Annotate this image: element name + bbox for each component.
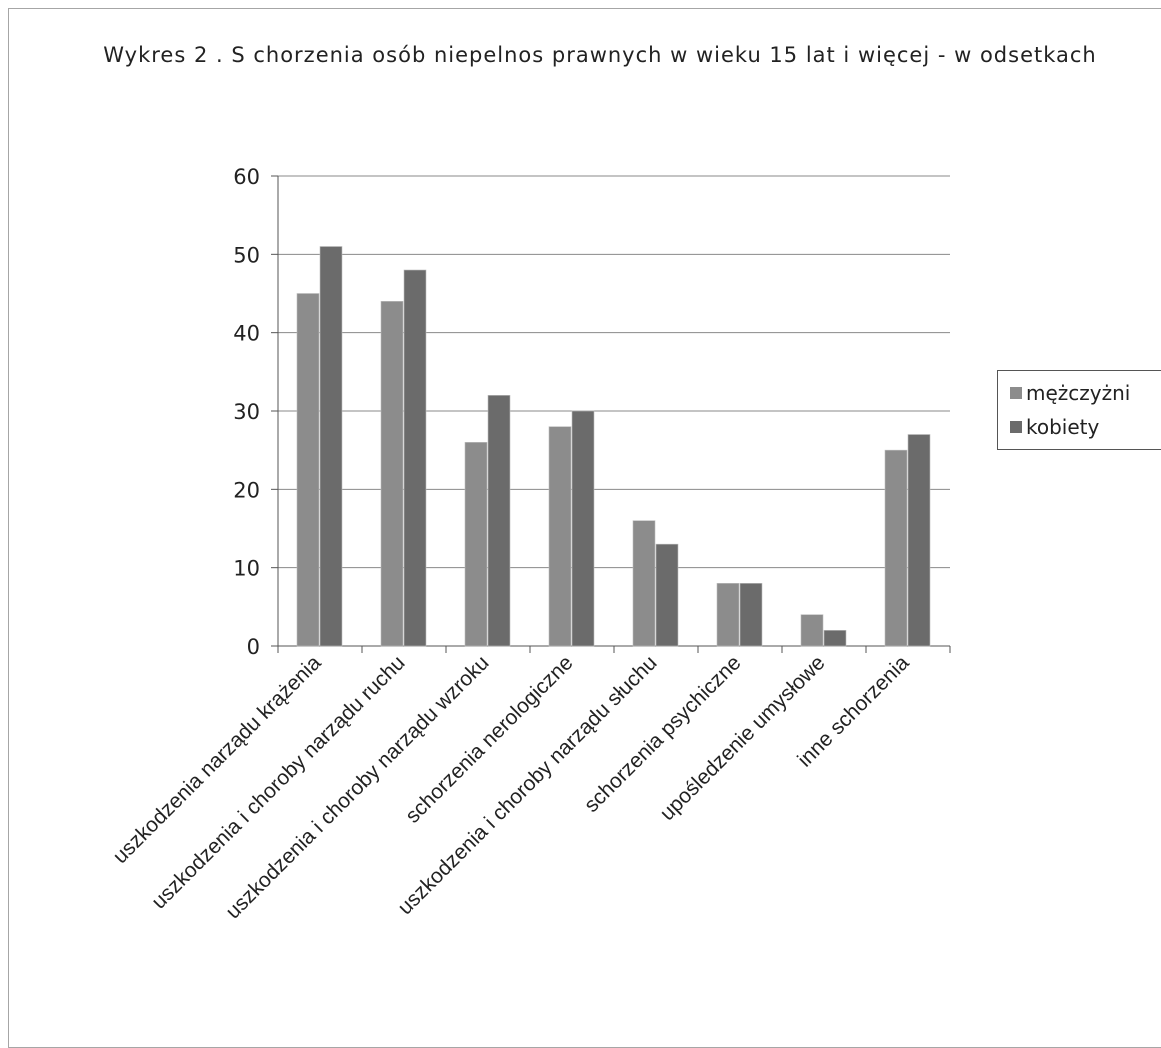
legend: mężczyżni kobiety [997, 370, 1161, 450]
y-tick-label: 60 [233, 165, 260, 189]
bar-women [907, 434, 931, 647]
legend-item-men: mężczyżni [1010, 381, 1130, 405]
y-tick-label: 50 [233, 243, 260, 267]
bar-men [296, 293, 320, 647]
x-category-label: schorzenia nerologiczne [401, 651, 577, 827]
legend-label-women: kobiety [1026, 415, 1100, 439]
bar-women [403, 269, 427, 647]
y-tick-label: 0 [247, 635, 260, 659]
bar-women [655, 543, 679, 647]
y-tick-label: 40 [233, 322, 260, 346]
bar-women [739, 583, 763, 647]
bar-men [632, 520, 656, 647]
bar-women [823, 630, 847, 647]
y-tick-label: 20 [233, 478, 260, 502]
bar-women [571, 410, 595, 647]
legend-item-women: kobiety [1010, 415, 1099, 439]
legend-swatch-women [1010, 421, 1022, 433]
x-category-label: schorzenia psychiczne [580, 651, 746, 817]
bar-men [884, 449, 908, 647]
y-tick-label: 10 [233, 557, 260, 581]
legend-label-men: mężczyżni [1026, 381, 1131, 405]
bar-men [464, 442, 488, 647]
bar-men [548, 426, 572, 647]
bar-women [487, 395, 511, 647]
bar-men [380, 301, 404, 647]
x-category-label: upośledzenie umysłowe [656, 651, 830, 825]
y-tick-label: 30 [233, 400, 260, 424]
bar-men [800, 614, 824, 647]
bar-women [319, 246, 343, 647]
chart-title: Wykres 2 . S chorzenia osób niepelnos pr… [103, 43, 1097, 67]
legend-swatch-men [1010, 387, 1022, 399]
bar-men [716, 583, 740, 647]
